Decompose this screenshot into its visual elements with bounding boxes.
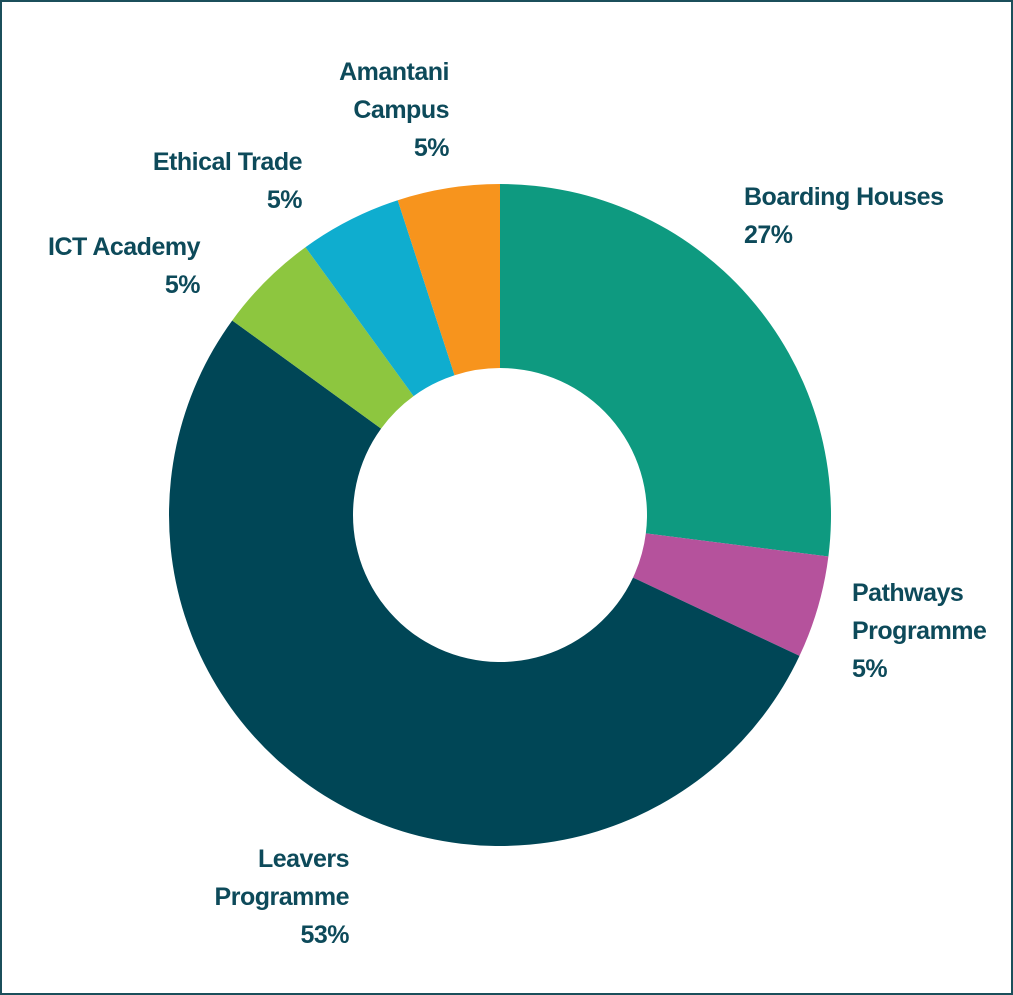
slice: [500, 184, 832, 557]
slice-label: Pathways Programme 5%: [852, 574, 1002, 688]
slice: [633, 533, 829, 656]
category-label: Amantani Campus: [339, 58, 449, 124]
slice: [168, 320, 800, 847]
value-label: 5%: [266, 186, 303, 214]
category-label: Leavers Programme: [214, 845, 350, 911]
slice-label: Leavers Programme 53%: [199, 840, 350, 954]
slice-label: Ethical Trade 5%: [152, 143, 303, 219]
category-label: Boarding Houses: [744, 183, 944, 211]
slice-label: ICT Academy 5%: [48, 228, 200, 304]
slice: [397, 184, 500, 376]
slice: [232, 247, 414, 429]
value-label: 5%: [164, 271, 201, 299]
slice: [305, 200, 455, 397]
value-label: 5%: [852, 655, 888, 683]
category-label: ICT Academy: [48, 233, 200, 261]
category-label: Pathways Programme: [852, 579, 987, 645]
value-label: 27%: [744, 221, 793, 249]
category-label: Ethical Trade: [152, 148, 303, 176]
value-label: 53%: [300, 921, 349, 949]
value-label: 5%: [413, 134, 450, 162]
slice-label: Boarding Houses 27%: [744, 178, 944, 254]
slice-label: Amantani Campus 5%: [319, 53, 449, 167]
